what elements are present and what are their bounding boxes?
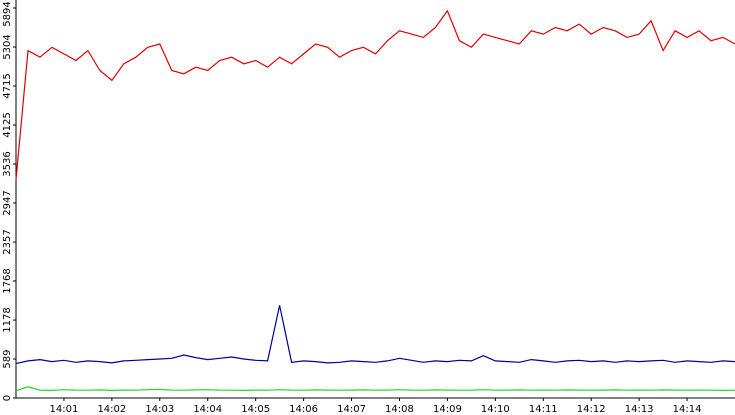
- y-tick-label: 2357: [2, 229, 13, 254]
- x-tick-label: 14:06: [289, 404, 318, 415]
- y-tick-label: 2947: [2, 190, 13, 215]
- x-tick-label: 14:13: [625, 404, 654, 415]
- x-tick-label: 14:11: [529, 404, 558, 415]
- y-tick-label: 0: [2, 395, 13, 401]
- x-tick-label: 14:12: [577, 404, 606, 415]
- x-tick-label: 14:09: [433, 404, 462, 415]
- x-tick-label: 14:14: [673, 404, 702, 415]
- x-tick-label: 14:05: [241, 404, 270, 415]
- x-tick-label: 14:01: [50, 404, 79, 415]
- x-tick-label: 14:02: [97, 404, 126, 415]
- y-tick-label: 5304: [2, 34, 13, 59]
- y-tick-label: 4125: [2, 112, 13, 137]
- y-tick-label: 589: [2, 349, 13, 368]
- x-tick-label: 14:03: [145, 404, 174, 415]
- x-tick-label: 14:04: [193, 404, 222, 415]
- y-tick-label: 5894: [2, 1, 13, 26]
- series-line: [15, 386, 735, 392]
- x-tick-label: 14:07: [337, 404, 366, 415]
- y-tick-label: 1178: [2, 307, 13, 332]
- series-line: [15, 305, 735, 365]
- y-tick-label: 4715: [2, 73, 13, 98]
- y-tick-label: 3536: [2, 151, 13, 176]
- y-tick-label: 1768: [2, 268, 13, 293]
- x-tick-label: 14:08: [385, 404, 414, 415]
- series-line: [15, 9, 735, 180]
- x-tick-label: 14:10: [481, 404, 510, 415]
